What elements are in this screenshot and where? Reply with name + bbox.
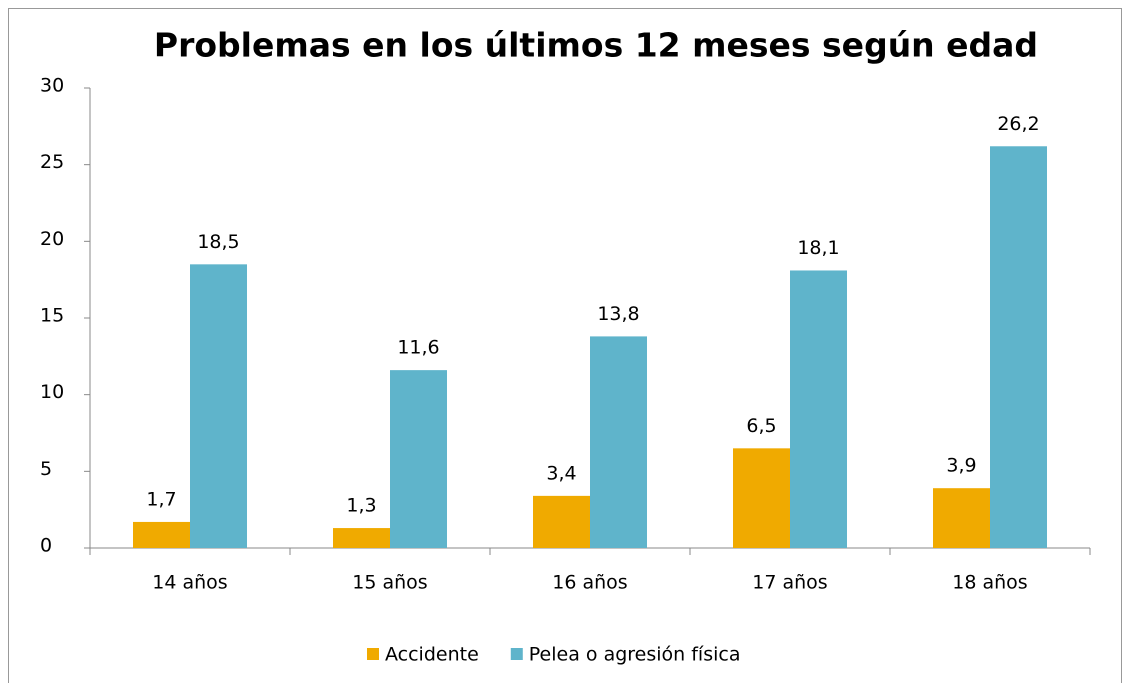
legend-swatch — [367, 648, 379, 660]
y-tick-label: 20 — [40, 228, 64, 250]
bar — [790, 270, 847, 548]
x-tick-label: 18 años — [952, 572, 1027, 594]
bar — [990, 146, 1047, 548]
y-tick-label: 30 — [40, 75, 64, 97]
x-tick-label: 15 años — [352, 572, 427, 594]
data-label: 18,5 — [197, 231, 239, 253]
data-label: 11,6 — [397, 337, 439, 359]
bar — [190, 264, 247, 548]
data-label: 6,5 — [746, 415, 776, 437]
data-label: 3,4 — [546, 462, 576, 484]
data-label: 1,3 — [346, 495, 376, 517]
x-tick-label: 17 años — [752, 572, 827, 594]
data-label: 13,8 — [597, 303, 639, 325]
y-tick-label: 15 — [40, 305, 64, 327]
bar — [933, 488, 990, 548]
data-label: 3,9 — [946, 455, 976, 477]
y-tick-label: 10 — [40, 381, 64, 403]
chart-title: Problemas en los últimos 12 meses según … — [154, 26, 1038, 65]
bar — [133, 521, 190, 548]
bar — [533, 495, 590, 548]
legend-label: Accidente — [385, 644, 479, 666]
legend-label: Pelea o agresión física — [529, 644, 741, 666]
data-label: 18,1 — [797, 237, 839, 259]
bar — [390, 370, 447, 548]
bar — [590, 336, 647, 548]
y-tick-label: 5 — [40, 458, 52, 480]
data-label: 26,2 — [997, 113, 1039, 135]
x-tick-label: 16 años — [552, 572, 627, 594]
y-tick-label: 25 — [40, 151, 64, 173]
data-label: 1,7 — [146, 488, 176, 510]
x-tick-label: 14 años — [152, 572, 227, 594]
bar — [333, 528, 390, 548]
legend-swatch — [510, 648, 523, 660]
bar — [733, 448, 790, 548]
y-tick-label: 0 — [40, 535, 52, 557]
